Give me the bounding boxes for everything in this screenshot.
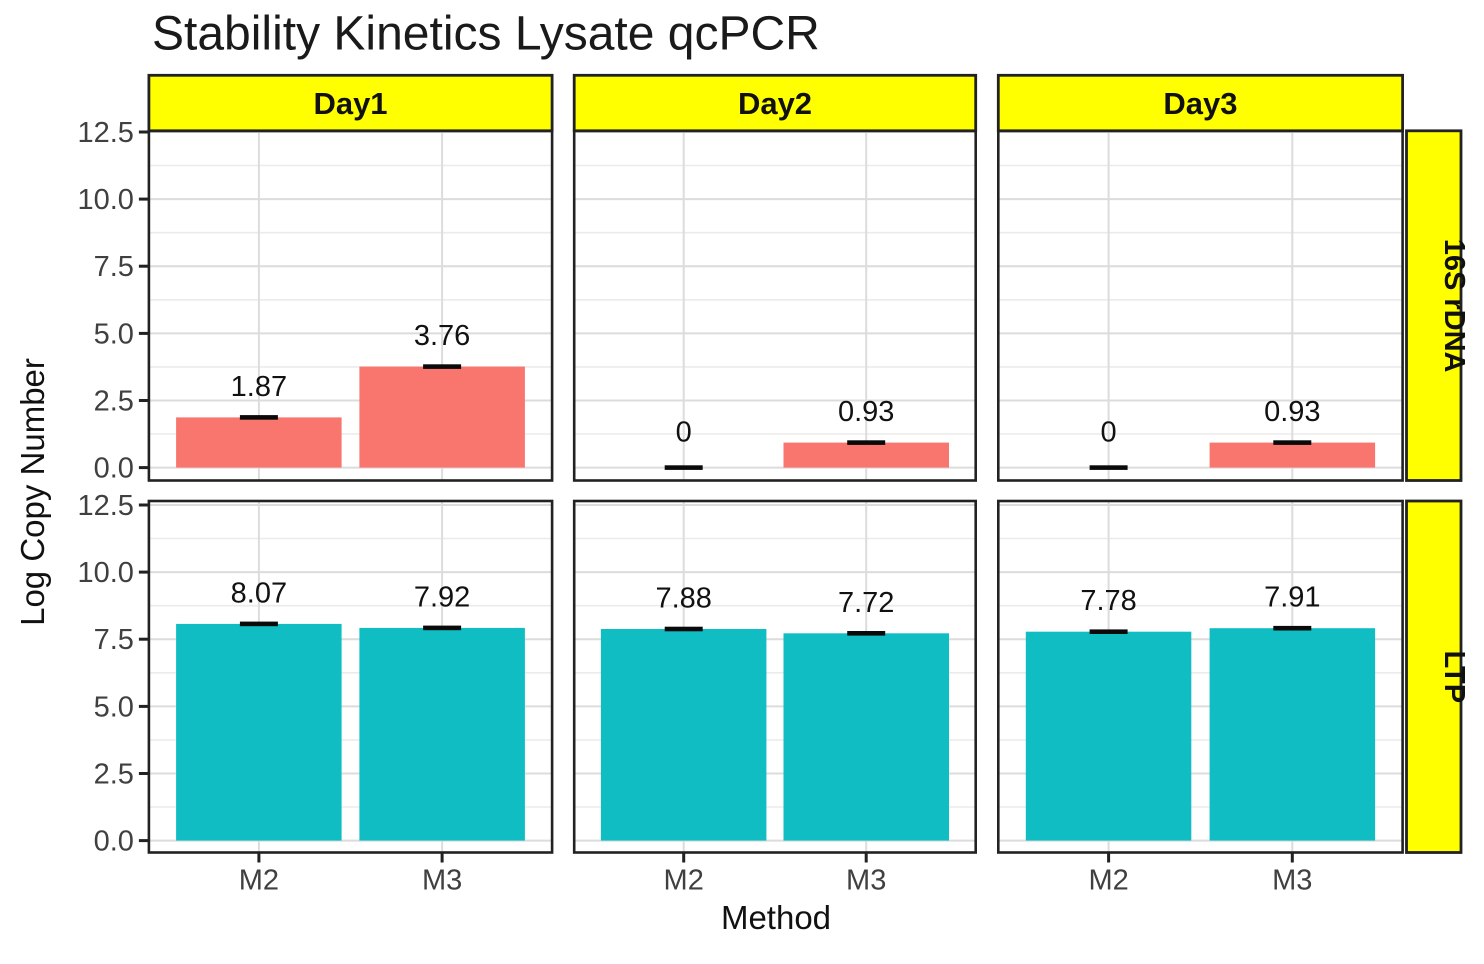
- svg-text:7.72: 7.72: [838, 587, 894, 619]
- svg-text:M2: M2: [239, 865, 279, 897]
- svg-text:Day3: Day3: [1163, 86, 1237, 121]
- svg-text:0.93: 0.93: [1264, 396, 1320, 428]
- svg-text:0.0: 0.0: [94, 826, 134, 858]
- svg-text:Stability Kinetics Lysate qcPC: Stability Kinetics Lysate qcPCR: [152, 8, 820, 61]
- svg-text:3.76: 3.76: [414, 320, 470, 352]
- svg-text:0.0: 0.0: [94, 453, 134, 485]
- svg-text:7.91: 7.91: [1264, 582, 1320, 614]
- svg-text:M3: M3: [1272, 865, 1312, 897]
- svg-text:7.5: 7.5: [94, 624, 134, 656]
- svg-text:M3: M3: [422, 865, 462, 897]
- svg-text:M2: M2: [664, 865, 704, 897]
- svg-text:0.93: 0.93: [838, 396, 894, 428]
- svg-text:2.5: 2.5: [94, 386, 134, 418]
- svg-text:7.92: 7.92: [414, 581, 470, 613]
- svg-text:10.0: 10.0: [77, 557, 133, 589]
- svg-text:5.0: 5.0: [94, 318, 134, 350]
- svg-text:0: 0: [1101, 417, 1117, 449]
- svg-text:LTP: LTP: [1438, 650, 1470, 703]
- svg-text:M2: M2: [1088, 865, 1128, 897]
- svg-text:7.78: 7.78: [1080, 585, 1136, 617]
- svg-text:Day2: Day2: [738, 86, 812, 121]
- svg-text:12.5: 12.5: [77, 490, 133, 522]
- svg-text:10.0: 10.0: [77, 184, 133, 216]
- svg-text:7.5: 7.5: [94, 251, 134, 283]
- svg-text:0: 0: [676, 417, 692, 449]
- svg-text:5.0: 5.0: [94, 691, 134, 723]
- svg-text:16S rDNA: 16S rDNA: [1438, 239, 1470, 373]
- svg-text:1.87: 1.87: [231, 371, 287, 403]
- svg-text:2.5: 2.5: [94, 759, 134, 791]
- svg-text:7.88: 7.88: [655, 583, 711, 615]
- svg-text:M3: M3: [846, 865, 886, 897]
- svg-text:Method: Method: [721, 899, 831, 936]
- svg-text:8.07: 8.07: [231, 577, 287, 609]
- svg-text:Log Copy Number: Log Copy Number: [14, 358, 51, 626]
- svg-text:12.5: 12.5: [77, 117, 133, 149]
- svg-text:Day1: Day1: [313, 86, 387, 121]
